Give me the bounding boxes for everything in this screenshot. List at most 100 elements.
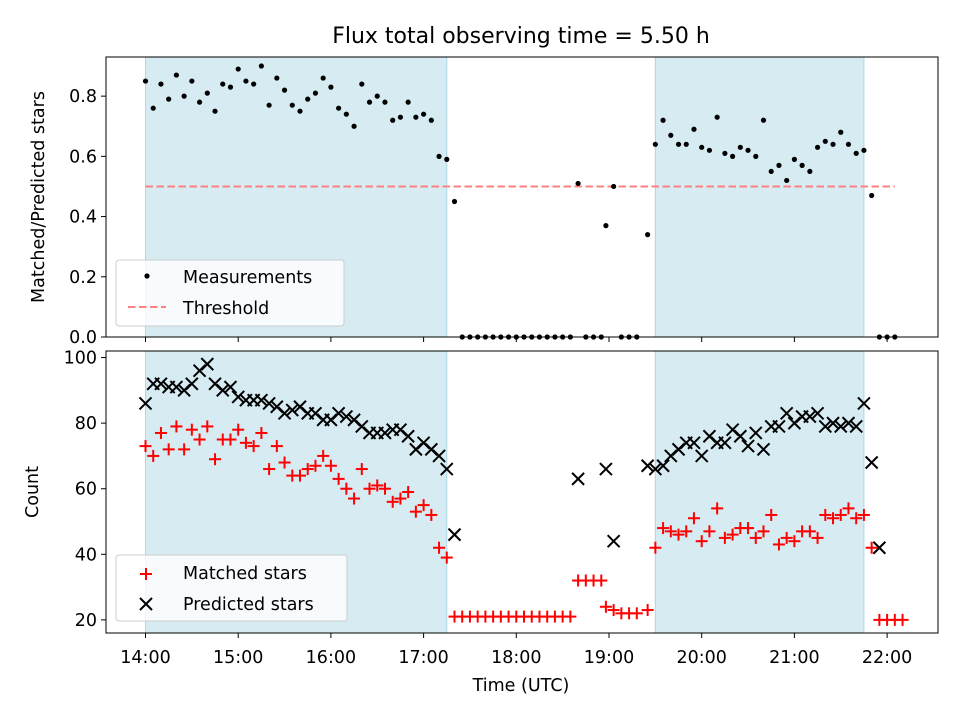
predicted-stars-point-51 [694, 449, 709, 463]
predicted-stars-point-38 [432, 449, 446, 463]
predicted-stars-point-50-b [687, 436, 701, 450]
measurements-point-14 [251, 81, 257, 87]
predicted-stars-point-71 [849, 419, 863, 434]
predicted-stars-point-25 [331, 406, 346, 421]
predicted-stars-point-55-b [725, 422, 740, 437]
matched-stars-point-82 [772, 538, 785, 551]
xtick-label-2: 16:00 [306, 648, 356, 668]
xtick-label-3: 17:00 [398, 648, 448, 668]
predicted-stars-point-62-b [779, 406, 794, 421]
predicted-stars-point-34 [401, 429, 415, 443]
matched-stars-point-4 [170, 420, 183, 433]
measurements-point-35 [413, 114, 419, 120]
measurements-point-61 [611, 183, 617, 190]
predicted-stars-point-16-b [262, 396, 276, 411]
bottom-ytick-label-4: 100 [64, 349, 97, 369]
matched-stars-point-38 [433, 541, 446, 554]
top-observing-window-1 [654, 56, 865, 338]
predicted-stars-point-59 [756, 442, 771, 457]
matched-stars-point-74 [711, 502, 724, 515]
predicted-stars-point-70 [841, 416, 856, 430]
predicted-stars-point-68 [826, 416, 840, 430]
predicted-stars-point-65-b [803, 409, 817, 424]
matched-stars-point-92 [850, 512, 863, 525]
measurements-point-91 [845, 141, 852, 147]
top-axes-frame [105, 56, 939, 338]
matched-stars-point-32 [386, 495, 399, 508]
predicted-stars-point-20-b [293, 400, 307, 414]
measurements-point-15 [258, 63, 264, 69]
matched-stars-point-76 [726, 528, 739, 541]
predicted-stars-point-67 [818, 419, 833, 434]
xtick-label-5: 19:00 [584, 648, 634, 668]
measurements-point-2 [158, 81, 164, 87]
predicted-stars-point-71-b [849, 419, 863, 434]
matched-stars-point-11 [224, 433, 237, 446]
matched-stars-point-29 [363, 482, 376, 495]
measurements-point-74 [714, 114, 720, 120]
predicted-stars-point-62 [779, 406, 794, 421]
measurements-point-88 [822, 138, 828, 144]
measurements-point-68 [668, 132, 674, 138]
predicted-stars-point-51-b [694, 449, 709, 463]
measurements-point-37 [428, 117, 434, 123]
predicted-stars-point-4-b [169, 380, 184, 394]
measurements-point-86 [807, 168, 813, 175]
predicted-stars-point-10-b [216, 383, 230, 398]
matched-stars-point-39 [440, 551, 453, 564]
matched-stars-point-98 [896, 613, 909, 626]
predicted-stars-point-43 [606, 534, 621, 548]
xtick-label-7: 21:00 [769, 648, 819, 668]
measurements-point-33 [397, 114, 404, 120]
measurements-point-65 [645, 232, 651, 238]
matched-stars-point-89 [827, 512, 840, 525]
measurements-point-9 [212, 108, 218, 114]
matched-stars-point-9 [209, 453, 222, 466]
predicted-stars-point-46-b [656, 459, 670, 473]
xtick-label-4: 18:00 [491, 648, 541, 668]
top-ytick-label-4: 0.8 [69, 87, 97, 107]
predicted-stars-point-31-b [378, 426, 392, 440]
matched-stars-point-60 [599, 600, 612, 613]
legend-predicted-label: Predicted stars [183, 595, 314, 615]
measurements-point-67 [660, 117, 666, 123]
measurements-point-6 [189, 78, 195, 84]
measurements-point-90 [838, 129, 844, 135]
predicted-stars-point-33-b [393, 422, 408, 437]
matched-stars-point-15 [255, 426, 268, 439]
matched-stars-point-55 [564, 610, 577, 623]
predicted-stars-point-19 [285, 403, 299, 417]
bottom-y-axis-label: Count [23, 466, 43, 518]
matched-stars-point-71 [687, 512, 700, 525]
predicted-stars-point-26-b [339, 409, 354, 424]
matched-stars-point-37 [425, 508, 438, 521]
predicted-stars-point-54-b [718, 436, 732, 450]
predicted-stars-point-38-b [432, 449, 446, 463]
predicted-stars-point-39 [440, 462, 454, 476]
matched-stars-point-35 [409, 505, 422, 518]
measurements-point-39 [444, 156, 450, 162]
measurements-point-72 [699, 144, 705, 150]
predicted-stars-point-54 [718, 436, 732, 450]
matched-stars-point-17 [270, 440, 283, 453]
measurements-point-79 [753, 153, 759, 159]
legend-matched-marker [140, 568, 152, 580]
measurements-point-7 [196, 99, 203, 105]
bottom-legend-box [115, 554, 348, 622]
predicted-stars-point-68-b [826, 416, 840, 430]
top-ytick-label-1: 0.2 [69, 268, 97, 288]
x-axis-label: Time (UTC) [472, 676, 570, 696]
measurements-point-92 [853, 150, 859, 156]
predicted-stars-point-0 [138, 396, 153, 411]
predicted-stars-point-6-b [185, 377, 199, 391]
predicted-stars-point-12-b [231, 390, 245, 404]
predicted-stars-point-58-b [749, 426, 763, 440]
predicted-stars-point-44 [640, 459, 655, 473]
predicted-stars-point-37-b [424, 442, 439, 457]
predicted-stars-point-19-b [285, 403, 299, 417]
predicted-stars-point-18-b [277, 406, 292, 421]
measurements-point-13 [243, 78, 249, 84]
top-ytick-label-2: 0.4 [69, 208, 97, 228]
legend-predicted-marker [139, 597, 153, 611]
